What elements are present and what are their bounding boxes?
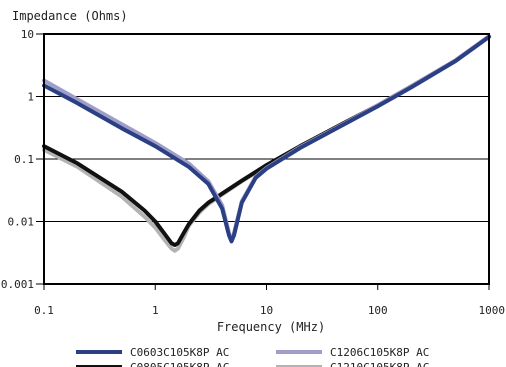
series-line-c1210c105k8p: [42, 34, 491, 253]
legend-entry: C0805C105K8P AC: [130, 361, 229, 367]
series-line-c0805c105k8p: [42, 34, 491, 247]
y-axis-label: Impedance (Ohms): [12, 9, 128, 23]
gridlines: [44, 96, 489, 222]
y-tick-label: 0.001: [1, 278, 34, 291]
y-tick-labels: 10 1 0.1 0.01 0.001: [1, 28, 44, 291]
x-tick-label: 100: [368, 304, 388, 317]
legend-entry: C0603C105K8P AC: [130, 346, 229, 359]
y-tick-label: 10: [21, 28, 34, 41]
x-tick-label: 1000: [479, 304, 506, 317]
x-tick-label: 0.1: [34, 304, 54, 317]
y-tick-label: 1: [27, 91, 34, 104]
x-tick-label: 1: [152, 304, 159, 317]
legend: C0603C105K8P AC C1206C105K8P AC C0805C105K…: [76, 346, 429, 367]
legend-entry: C1206C105K8P AC: [330, 346, 429, 359]
series-line-c1206c105k8p: [42, 34, 491, 243]
series-lines: [42, 34, 491, 253]
legend-entry: C1210C105K8P AC: [330, 361, 429, 367]
x-tick-labels: 0.1 1 10 100 1000: [34, 284, 505, 317]
series-line-c0603c105k8p: [42, 34, 491, 244]
y-tick-label: 0.1: [14, 153, 34, 166]
y-tick-label: 0.01: [8, 216, 35, 229]
x-axis-label: Frequency (MHz): [217, 320, 325, 334]
x-tick-label: 10: [260, 304, 273, 317]
